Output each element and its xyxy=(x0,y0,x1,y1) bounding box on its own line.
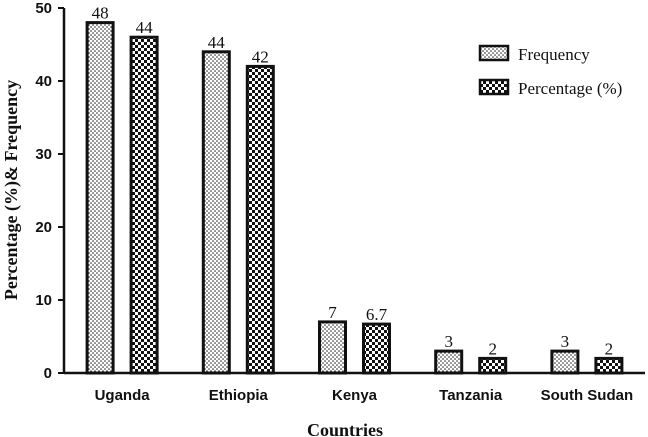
bars xyxy=(85,21,624,375)
y-axis: 0 10 20 30 40 50 xyxy=(35,0,66,382)
y-tick-label: 40 xyxy=(35,73,52,90)
bar-percentage xyxy=(129,35,159,375)
x-tick-label: Kenya xyxy=(332,387,378,404)
y-tick-label: 0 xyxy=(44,365,52,382)
data-label: 2 xyxy=(488,339,497,358)
y-axis-title: Percentage (%)& Frequency xyxy=(1,80,22,300)
data-label: 44 xyxy=(208,33,226,52)
x-tick-label: South Sudan xyxy=(541,387,634,404)
bar-frequency xyxy=(550,349,580,375)
bar-percentage xyxy=(245,64,275,375)
data-label: 48 xyxy=(92,4,109,23)
legend: Frequency Percentage (%) xyxy=(478,44,622,98)
bar-percentage xyxy=(478,356,508,375)
data-label: 3 xyxy=(444,332,453,351)
legend-label-frequency: Frequency xyxy=(518,45,590,64)
legend-label-percentage: Percentage (%) xyxy=(518,79,622,98)
bar-frequency xyxy=(434,349,464,375)
bar-frequency xyxy=(85,21,115,375)
y-tick-label: 50 xyxy=(35,0,52,17)
bar-percentage xyxy=(362,322,391,375)
data-label: 42 xyxy=(252,47,269,66)
x-tick-label: Tanzania xyxy=(439,387,503,404)
y-tick-label: 10 xyxy=(35,292,52,309)
data-label: 6.7 xyxy=(366,305,388,324)
data-label: 44 xyxy=(136,18,154,37)
bar-frequency xyxy=(318,320,347,375)
bar-frequency xyxy=(201,50,231,375)
legend-swatch-frequency xyxy=(478,44,510,62)
x-axis: Uganda Ethiopia Kenya Tanzania South Sudan xyxy=(64,371,645,404)
data-labels: 48 44 44 42 7 6.7 3 2 3 2 xyxy=(92,4,614,359)
data-label: 7 xyxy=(328,303,337,322)
x-tick-label: Uganda xyxy=(95,387,151,404)
bar-percentage xyxy=(594,356,624,375)
y-tick-label: 30 xyxy=(35,146,52,163)
x-axis-title: Countries xyxy=(307,420,383,437)
data-label: 3 xyxy=(561,332,570,351)
y-tick-label: 20 xyxy=(35,219,52,236)
data-label: 2 xyxy=(605,339,614,358)
x-tick-label: Ethiopia xyxy=(209,387,269,404)
legend-swatch-percentage xyxy=(478,78,510,96)
